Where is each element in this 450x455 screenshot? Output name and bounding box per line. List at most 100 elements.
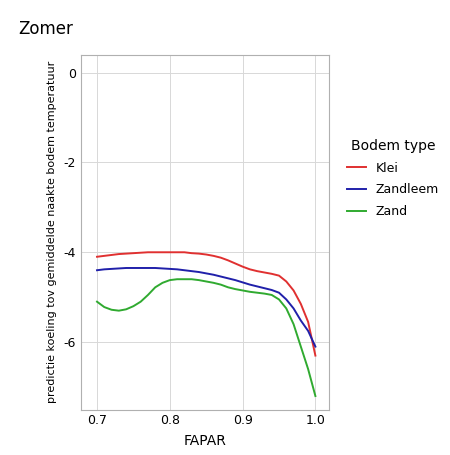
Zandleem	[284, 297, 289, 302]
Klei	[175, 249, 180, 255]
Zand	[313, 393, 318, 399]
Zandleem	[102, 267, 107, 272]
Zand	[203, 279, 209, 284]
Zandleem	[196, 269, 202, 275]
Zandleem	[225, 276, 231, 281]
Klei	[313, 353, 318, 359]
Zand	[167, 278, 172, 283]
Zandleem	[262, 285, 267, 291]
X-axis label: FAPAR: FAPAR	[183, 435, 226, 448]
Legend: Klei, Zandleem, Zand: Klei, Zandleem, Zand	[347, 139, 439, 218]
Klei	[211, 253, 216, 258]
Klei	[218, 255, 224, 260]
Zand	[211, 280, 216, 286]
Zandleem	[276, 290, 282, 295]
Klei	[94, 254, 100, 259]
Klei	[116, 251, 122, 257]
Klei	[269, 271, 274, 277]
Zand	[247, 289, 252, 294]
Klei	[306, 319, 311, 324]
Zand	[276, 297, 282, 302]
Klei	[196, 251, 202, 256]
Klei	[262, 270, 267, 275]
Zandleem	[203, 271, 209, 276]
Zandleem	[116, 266, 122, 271]
Klei	[298, 301, 304, 307]
Klei	[145, 249, 151, 255]
Klei	[167, 249, 172, 255]
Zand	[225, 284, 231, 290]
Zandleem	[175, 267, 180, 272]
Zandleem	[167, 266, 172, 272]
Zandleem	[218, 274, 224, 279]
Zand	[291, 321, 296, 327]
Klei	[233, 261, 238, 266]
Zandleem	[269, 287, 274, 293]
Klei	[284, 279, 289, 284]
Zand	[109, 307, 114, 313]
Zandleem	[313, 344, 318, 349]
Line: Zand: Zand	[97, 279, 315, 396]
Zand	[102, 304, 107, 310]
Zandleem	[145, 265, 151, 271]
Zand	[189, 277, 194, 282]
Zand	[130, 303, 136, 309]
Zand	[306, 366, 311, 372]
Zandleem	[291, 306, 296, 311]
Zand	[182, 277, 187, 282]
Klei	[189, 250, 194, 256]
Klei	[109, 252, 114, 258]
Zand	[94, 299, 100, 304]
Zand	[175, 277, 180, 282]
Zandleem	[109, 266, 114, 272]
Klei	[291, 288, 296, 293]
Zandleem	[123, 265, 129, 271]
Zand	[153, 284, 158, 290]
Zand	[145, 292, 151, 298]
Zandleem	[240, 280, 245, 285]
Zand	[116, 308, 122, 313]
Zand	[196, 278, 202, 283]
Zand	[284, 306, 289, 311]
Zandleem	[189, 268, 194, 274]
Zand	[218, 282, 224, 288]
Klei	[130, 250, 136, 256]
Zandleem	[306, 328, 311, 334]
Klei	[240, 264, 245, 269]
Zandleem	[94, 268, 100, 273]
Klei	[276, 273, 282, 278]
Zandleem	[247, 282, 252, 288]
Zandleem	[138, 265, 144, 271]
Zandleem	[233, 278, 238, 283]
Klei	[160, 249, 165, 255]
Zandleem	[254, 283, 260, 289]
Zand	[138, 299, 144, 304]
Zandleem	[182, 268, 187, 273]
Zandleem	[211, 272, 216, 278]
Klei	[153, 249, 158, 255]
Klei	[254, 268, 260, 274]
Zand	[254, 290, 260, 295]
Zandleem	[130, 265, 136, 271]
Klei	[102, 253, 107, 258]
Zand	[160, 280, 165, 286]
Klei	[123, 251, 129, 256]
Zand	[240, 288, 245, 293]
Zandleem	[153, 265, 158, 271]
Text: Zomer: Zomer	[18, 20, 73, 39]
Zand	[262, 291, 267, 296]
Klei	[138, 250, 144, 255]
Klei	[247, 267, 252, 272]
Line: Zandleem: Zandleem	[97, 268, 315, 347]
Zand	[298, 344, 304, 349]
Line: Klei: Klei	[97, 252, 315, 356]
Zandleem	[160, 266, 165, 271]
Klei	[203, 252, 209, 257]
Zandleem	[298, 318, 304, 324]
Y-axis label: predictie koeling tov gemiddelde naakte bodem temperatuur: predictie koeling tov gemiddelde naakte …	[47, 61, 57, 403]
Zand	[233, 286, 238, 292]
Zand	[123, 307, 129, 312]
Klei	[182, 249, 187, 255]
Klei	[225, 258, 231, 263]
Zand	[269, 292, 274, 298]
